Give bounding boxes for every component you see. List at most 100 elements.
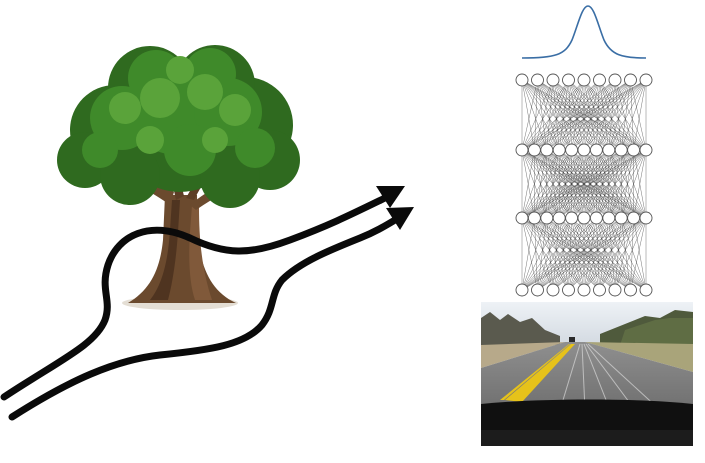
network-edge — [534, 79, 631, 151]
network-edge — [537, 217, 560, 291]
network-edge — [521, 149, 597, 219]
network-edge — [620, 217, 647, 291]
network-edge — [521, 217, 585, 291]
network-edge — [620, 149, 647, 219]
lower-arrow-head — [386, 207, 414, 230]
network-edge — [534, 79, 647, 151]
network-node — [527, 143, 541, 157]
network-edge — [521, 79, 631, 151]
network-edge — [537, 217, 572, 291]
network-node — [602, 211, 616, 225]
network-edge — [620, 79, 631, 151]
network-edge — [521, 149, 634, 219]
network-node — [540, 143, 554, 157]
network-edge — [534, 149, 647, 219]
network-node — [562, 73, 575, 87]
network-node — [627, 143, 641, 157]
network-edge — [537, 217, 597, 291]
network-edge — [583, 79, 616, 151]
network-layer-3 — [515, 211, 653, 225]
network-edge — [537, 217, 609, 291]
network-edge — [521, 217, 560, 291]
network-edge — [583, 79, 600, 151]
network-edge — [521, 217, 554, 291]
network-edge — [568, 217, 597, 291]
network-node — [562, 283, 575, 297]
network-edge — [559, 79, 647, 151]
network-edge — [614, 79, 634, 151]
network-node — [577, 73, 591, 87]
network-edge — [571, 149, 647, 219]
network-edge — [608, 149, 647, 219]
road-camera-view — [481, 302, 693, 446]
network-edge — [521, 149, 622, 219]
network-node — [624, 73, 637, 87]
network-edge — [521, 217, 572, 291]
network-node — [614, 143, 628, 157]
network-edge — [596, 79, 616, 151]
network-node — [577, 143, 591, 157]
network-edge — [596, 79, 631, 151]
network-edge — [521, 217, 647, 291]
network-node — [608, 283, 622, 297]
network-edge — [596, 79, 647, 151]
network-edge — [521, 79, 569, 151]
road-trees-left — [481, 312, 560, 345]
network-node — [515, 143, 529, 157]
network-edges — [521, 79, 647, 291]
network-edge — [521, 79, 647, 151]
gaussian-curve — [521, 5, 647, 59]
network-layer-1 — [515, 73, 653, 87]
network-edge — [546, 79, 631, 151]
network-edge — [552, 217, 622, 291]
network-edge — [633, 79, 647, 151]
network-edge — [546, 149, 647, 219]
network-edge — [583, 79, 647, 151]
network-edge — [521, 79, 548, 151]
network-node — [565, 143, 579, 157]
network-node — [552, 211, 566, 225]
network-node — [515, 283, 529, 297]
network-edge — [596, 79, 600, 151]
network-edge — [552, 217, 609, 291]
network-node — [639, 73, 653, 87]
network-edge — [521, 149, 572, 219]
road-distant-car — [569, 337, 575, 342]
network-edge — [583, 79, 631, 151]
network-edge — [521, 79, 616, 151]
network-node — [546, 283, 560, 297]
network-edge — [599, 79, 622, 151]
network-edge — [521, 217, 634, 291]
network-edge — [521, 217, 569, 291]
network-edge — [521, 217, 535, 291]
network-edge — [568, 217, 647, 291]
network-edge — [521, 149, 647, 219]
network-edge — [521, 79, 535, 151]
network-edge — [559, 79, 631, 151]
network-edge — [521, 217, 548, 291]
network-edge — [521, 149, 560, 219]
network-node — [602, 143, 616, 157]
paths-group — [0, 186, 414, 421]
network-edge — [546, 79, 647, 151]
network-edge — [571, 79, 600, 151]
network-node — [639, 283, 653, 297]
network-edge — [571, 79, 631, 151]
lower-path — [8, 216, 399, 421]
network-edge — [552, 217, 647, 291]
network-node — [546, 73, 560, 87]
network-edge — [537, 217, 634, 291]
neural-network — [515, 73, 653, 297]
network-node — [531, 283, 544, 297]
network-edge — [546, 217, 554, 291]
network-node — [639, 211, 653, 225]
network-edge — [608, 79, 616, 151]
network-edge — [583, 217, 647, 291]
network-edge — [537, 217, 585, 291]
network-edge — [521, 217, 609, 291]
network-node — [577, 283, 591, 297]
network-edge — [568, 217, 609, 291]
network-node — [593, 283, 606, 297]
